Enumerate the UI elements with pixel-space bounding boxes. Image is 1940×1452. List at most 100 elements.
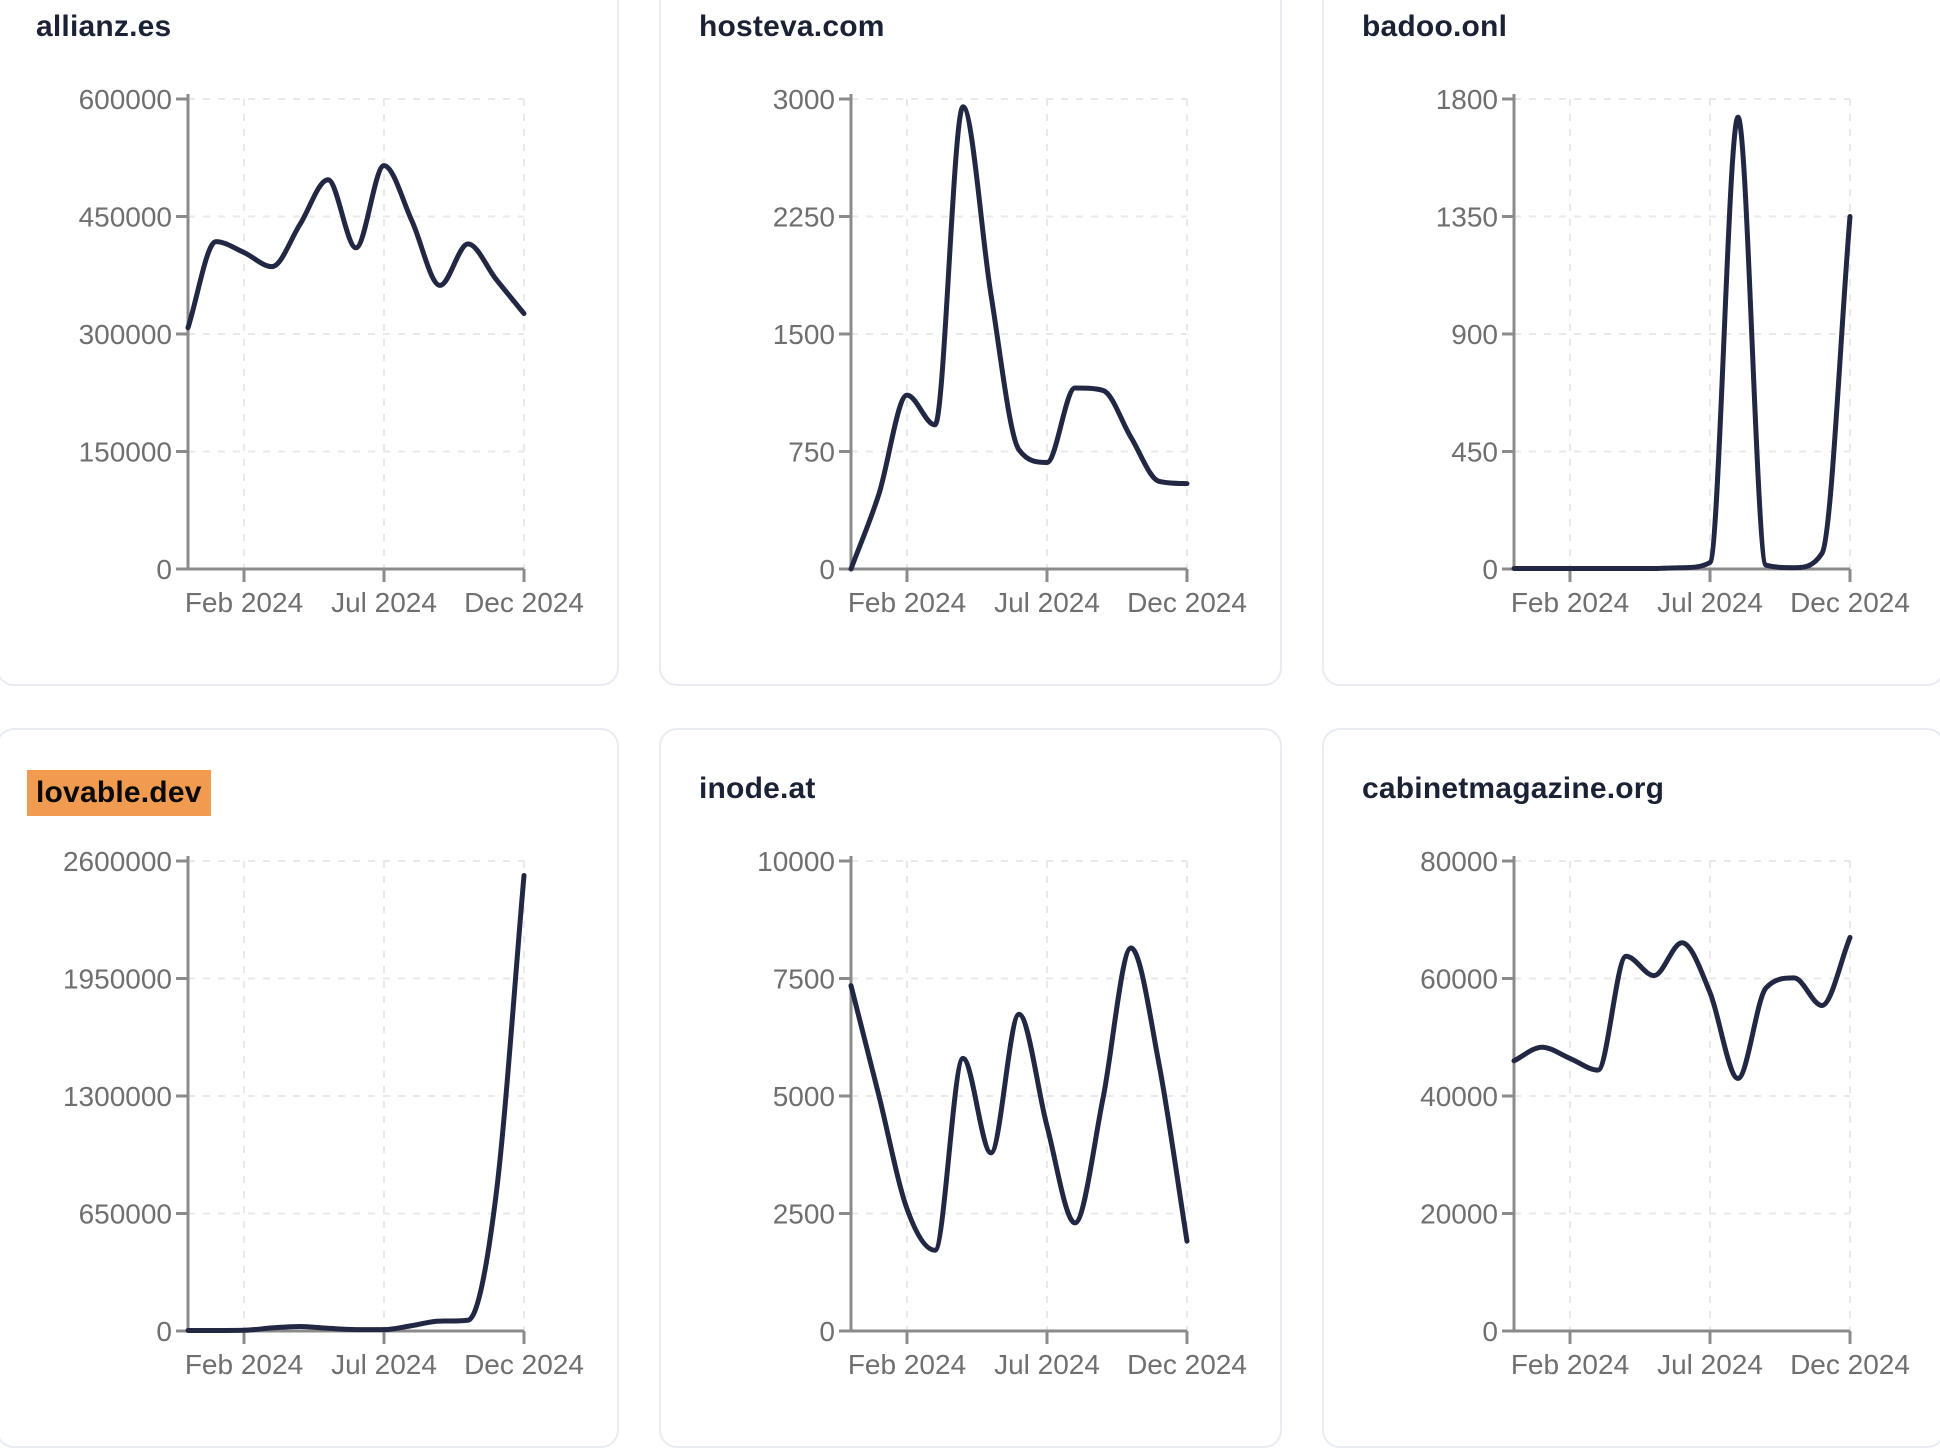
x-tick-label: Dec 2024 [1127,587,1247,618]
x-axis-labels: Feb 2024 Jul 2024 Dec 2024 [1511,587,1910,618]
x-tick-label: Dec 2024 [1790,1349,1910,1380]
x-tick-label: Jul 2024 [1657,1349,1763,1380]
y-axis-labels: 0 150000 300000 450000 600000 [79,84,172,585]
y-axis-labels: 0 20000 40000 60000 80000 [1420,846,1498,1347]
y-tick-label: 0 [1482,554,1498,585]
y-tick-label: 900 [1451,319,1498,350]
gridlines [188,98,525,569]
x-tick-label: Jul 2024 [331,587,437,618]
chart-title: badoo.onl [1362,8,1507,46]
x-tick-label: Jul 2024 [994,1349,1100,1380]
traffic-line-chart: 0 450 900 1350 1800 Feb 2024 Jul 2024 Dec 2024 [1436,84,1910,618]
chart-title-text: inode.at [699,772,816,805]
y-tick-label: 80000 [1420,846,1498,877]
x-tick-label: Dec 2024 [1127,1349,1247,1380]
y-tick-label: 750 [788,437,835,468]
traffic-line-chart: 0 750 1500 2250 3000 Feb 2024 Jul 2024 Dec 2024 [773,84,1247,618]
y-axis-labels: 0 750 1500 2250 3000 [773,84,835,585]
chart-card-badoo.onl[interactable]: badoo.onl 0 450 900 1350 1800 Feb 2024 Jul 2024… [1322,0,1940,686]
y-tick-label: 1500 [773,319,835,350]
axes [1502,856,1852,1344]
chart-card-inode.at[interactable]: inode.at 0 2500 5000 7500 10000 Feb 2024 Jul 20… [659,728,1282,1448]
traffic-line-chart: 0 150000 300000 450000 600000 Feb 2024 Jul 202… [79,84,584,618]
y-tick-label: 1350 [1436,202,1498,233]
chart-title-text: hosteva.com [699,10,885,43]
chart-title: inode.at [699,770,816,808]
x-tick-label: Jul 2024 [1657,587,1763,618]
y-axis-labels: 0 2500 5000 7500 10000 [757,846,835,1347]
y-tick-label: 150000 [79,437,172,468]
y-tick-label: 10000 [757,846,835,877]
traffic-line [848,945,1190,1253]
y-tick-label: 650000 [79,1199,172,1230]
y-axis-labels: 0 450 900 1350 1800 [1436,84,1498,585]
y-tick-label: 450000 [79,202,172,233]
traffic-line [848,104,1190,572]
y-tick-label: 5000 [773,1081,835,1112]
x-tick-label: Feb 2024 [185,587,303,618]
x-tick-label: Feb 2024 [1511,587,1629,618]
y-tick-label: 2500 [773,1199,835,1230]
y-tick-label: 40000 [1420,1081,1498,1112]
y-tick-label: 3000 [773,84,835,115]
gridlines [1514,860,1851,1331]
y-tick-label: 0 [819,1316,835,1347]
x-tick-label: Dec 2024 [464,587,584,618]
chart-title-text: allianz.es [36,10,172,43]
y-tick-label: 60000 [1420,964,1498,995]
y-tick-label: 1300000 [63,1081,172,1112]
traffic-line [185,873,527,1333]
traffic-line-chart: 0 2500 5000 7500 10000 Feb 2024 Jul 2024 Dec 20… [757,846,1247,1380]
y-tick-label: 300000 [79,319,172,350]
y-tick-label: 2600000 [63,846,172,877]
chart-title: hosteva.com [699,8,885,46]
chart-card-lovable.dev[interactable]: lovable.dev 0 650000 1300000 1950000 2600000 F… [0,728,619,1448]
x-tick-label: Feb 2024 [185,1349,303,1380]
y-tick-label: 600000 [79,84,172,115]
x-tick-label: Jul 2024 [331,1349,437,1380]
x-tick-label: Feb 2024 [848,587,966,618]
traffic-line [1511,934,1853,1081]
chart-card-allianz.es[interactable]: allianz.es 0 150000 300000 450000 600000 Feb 2… [0,0,619,686]
y-tick-label: 2250 [773,202,835,233]
y-tick-label: 0 [1482,1316,1498,1347]
x-tick-label: Dec 2024 [464,1349,584,1380]
y-tick-label: 1950000 [63,964,172,995]
chart-card-hosteva.com[interactable]: hosteva.com 0 750 1500 2250 3000 Feb 2024 Jul 2… [659,0,1282,686]
y-tick-label: 450 [1451,437,1498,468]
chart-title: lovable.dev [27,770,211,816]
gridlines [851,860,1188,1331]
gridlines [188,860,525,1331]
axes [176,856,526,1344]
axes [176,94,526,582]
y-axis-labels: 0 650000 1300000 1950000 2600000 [63,846,172,1347]
chart-title: allianz.es [36,8,171,46]
chart-title-text: badoo.onl [1362,10,1508,43]
x-axis-labels: Feb 2024 Jul 2024 Dec 2024 [185,587,584,618]
y-tick-label: 0 [819,554,835,585]
chart-card-cabinetmagazine.org[interactable]: cabinetmagazine.org 0 20000 40000 60000 80000… [1322,728,1940,1448]
x-axis-labels: Feb 2024 Jul 2024 Dec 2024 [1511,1349,1910,1380]
x-axis-labels: Feb 2024 Jul 2024 Dec 2024 [185,1349,584,1380]
axes [839,856,1189,1344]
traffic-line [1511,114,1853,571]
x-tick-label: Feb 2024 [1511,1349,1629,1380]
x-tick-label: Jul 2024 [994,587,1100,618]
x-axis-labels: Feb 2024 Jul 2024 Dec 2024 [848,1349,1247,1380]
axes [839,94,1189,582]
traffic-line [185,163,527,331]
y-tick-label: 0 [156,1316,172,1347]
chart-title: cabinetmagazine.org [1362,770,1664,808]
x-axis-labels: Feb 2024 Jul 2024 Dec 2024 [848,587,1247,618]
x-tick-label: Feb 2024 [848,1349,966,1380]
gridlines [851,98,1188,569]
x-tick-label: Dec 2024 [1790,587,1910,618]
gridlines [1514,98,1851,569]
axes [1502,94,1852,582]
chart-title-text-highlighted: lovable.dev [27,770,211,816]
y-tick-label: 7500 [773,964,835,995]
traffic-line-chart: 0 650000 1300000 1950000 2600000 Feb 2024 Jul … [63,846,584,1380]
y-tick-label: 20000 [1420,1199,1498,1230]
traffic-line-chart: 0 20000 40000 60000 80000 Feb 2024 Jul 2024 Dec… [1420,846,1910,1380]
